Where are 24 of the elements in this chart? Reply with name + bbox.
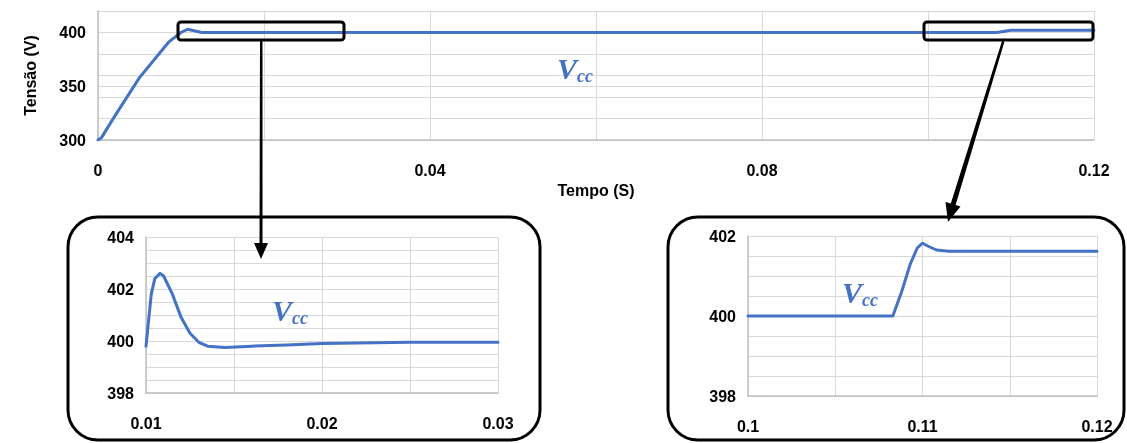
line-series <box>144 271 500 349</box>
y-tick-label: 402 <box>709 227 737 245</box>
x-tick-label: 0.12 <box>1078 161 1110 179</box>
y-tick-label: 300 <box>59 131 87 149</box>
y-tick-label: 398 <box>709 387 737 405</box>
x-tick-label: 0.08 <box>746 161 778 179</box>
line-series <box>746 241 1099 318</box>
x-tick-label: 0.02 <box>306 414 338 432</box>
x-tick-label: 0.03 <box>482 414 514 432</box>
x-tick-label: 0.01 <box>130 414 162 432</box>
y-tick-label: 404 <box>107 228 135 246</box>
x-tick-label: 0.1 <box>736 417 760 435</box>
y-tick-label: 350 <box>59 77 87 95</box>
y-tick-label: 400 <box>59 24 87 41</box>
y-tick-label: 400 <box>709 307 737 325</box>
y-tick-label: 398 <box>107 384 135 402</box>
y-tick-label: 402 <box>107 280 135 298</box>
y-axis-title: Tensão (V) <box>21 35 39 116</box>
x-tick-label: 0 <box>93 161 103 179</box>
y-tick-label: 400 <box>107 332 135 350</box>
x-tick-label: 0.12 <box>1081 417 1113 435</box>
x-tick-label: 0.04 <box>414 161 446 179</box>
x-tick-label: 0.11 <box>907 417 938 435</box>
x-axis-title: Tempo (S) <box>557 182 635 200</box>
